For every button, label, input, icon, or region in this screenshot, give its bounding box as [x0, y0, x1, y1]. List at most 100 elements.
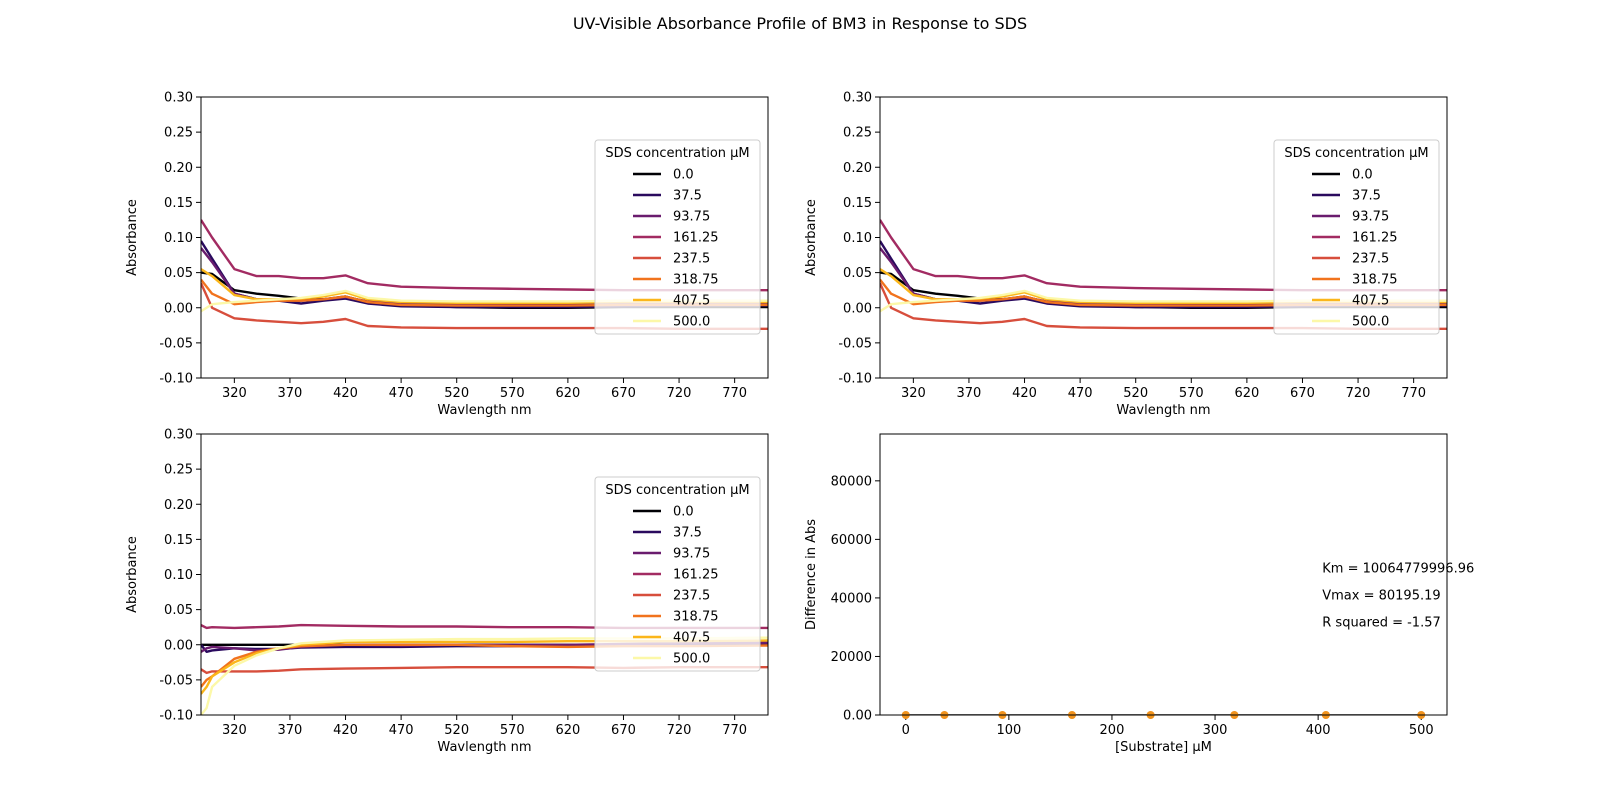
axes-frame: [879, 96, 1448, 379]
legend-entry: 93.75: [1352, 210, 1389, 225]
legend-entry: 318.75: [673, 273, 719, 288]
y-tick-label: 0.30: [164, 428, 193, 443]
x-tick-label: 470: [389, 723, 414, 738]
y-tick-label: 60000: [831, 533, 872, 548]
legend-entry: 237.5: [673, 252, 710, 267]
y-tick-label: 0.10: [164, 568, 193, 583]
x-tick-label: 300: [1203, 723, 1228, 738]
x-tick-label: 770: [722, 723, 747, 738]
panel-bottom-left: 320 370 420 470 520 570 620 670 720 770 -0.10 -0.05…: [125, 428, 769, 755]
legend: SDS concentration µM 0.0 37.5 93.75 161.25 23…: [594, 139, 761, 335]
x-tick-label: 620: [555, 386, 580, 401]
x-tick-label: 470: [389, 386, 414, 401]
y-tick-label: 0.00: [164, 301, 193, 316]
y-tick-label: 0.25: [164, 126, 193, 141]
legend-title: SDS concentration µM: [605, 483, 749, 498]
legend-entry: 407.5: [1352, 294, 1389, 309]
x-tick-label: 100: [996, 723, 1021, 738]
x-tick-label: 570: [500, 723, 525, 738]
x-tick-label: 520: [444, 723, 469, 738]
y-tick-label: 0.30: [164, 91, 193, 106]
legend-entry: 37.5: [673, 526, 702, 541]
y-tick-label: -0.10: [159, 709, 193, 724]
x-tick-label: 670: [611, 386, 636, 401]
legend-entry: 93.75: [673, 547, 710, 562]
x-tick-label: 670: [611, 723, 636, 738]
y-tick-label: 0.00: [843, 709, 872, 724]
legend-entry: 37.5: [1352, 189, 1381, 204]
panel-top-left: 320 370 420 470 520 570 620 670 720 770 -0.10 -0.05…: [125, 91, 769, 418]
y-axis-label: Absorbance: [125, 199, 140, 276]
x-tick-label: 320: [222, 723, 247, 738]
x-tick-label: 470: [1068, 386, 1093, 401]
x-tick-label: 720: [1346, 386, 1371, 401]
panel-bottom-right: 0 100 200 300 400 500 0.00 20000 40000 60000 80000…: [804, 433, 1474, 755]
legend-entry: 407.5: [673, 631, 710, 646]
legend-entry: 161.25: [673, 568, 719, 583]
legend-entry: 161.25: [673, 231, 719, 246]
x-tick-label: 570: [1179, 386, 1204, 401]
x-tick-label: 420: [333, 386, 358, 401]
legend-entry: 0.0: [673, 505, 694, 520]
x-tick-label: 620: [555, 723, 580, 738]
y-tick-label: 20000: [831, 650, 872, 665]
y-tick-label: 0.10: [164, 231, 193, 246]
y-tick-label: -0.10: [838, 372, 872, 387]
y-tick-label: -0.05: [159, 336, 193, 351]
x-tick-label: 520: [444, 386, 469, 401]
fit-annotation: Vmax = 80195.19: [1322, 588, 1440, 603]
x-tick-label: 720: [667, 386, 692, 401]
legend: SDS concentration µM 0.0 37.5 93.75 161.25 23…: [1273, 139, 1440, 335]
x-tick-label: 320: [222, 386, 247, 401]
legend-entry: 407.5: [673, 294, 710, 309]
y-tick-label: 0.20: [164, 161, 193, 176]
y-tick-label: 0.05: [843, 266, 872, 281]
legend-box: [594, 476, 761, 672]
legend-entry: 237.5: [673, 589, 710, 604]
y-tick-label: 0.20: [164, 498, 193, 513]
legend-title: SDS concentration µM: [1284, 146, 1428, 161]
x-tick-label: 770: [722, 386, 747, 401]
x-axis-label: Wavlength nm: [437, 740, 531, 755]
axes-frame: [200, 433, 769, 716]
y-tick-label: -0.10: [159, 372, 193, 387]
x-tick-label: 370: [278, 723, 303, 738]
x-tick-label: 500: [1409, 723, 1434, 738]
y-tick-label: 0.05: [164, 266, 193, 281]
legend-box: [594, 139, 761, 335]
legend-title: SDS concentration µM: [605, 146, 749, 161]
y-tick-label: 0.10: [843, 231, 872, 246]
x-tick-label: 570: [500, 386, 525, 401]
legend-entry: 318.75: [1352, 273, 1398, 288]
x-axis-label: [Substrate] µM: [1115, 740, 1212, 755]
y-tick-label: 0.15: [843, 196, 872, 211]
y-tick-label: 0.05: [164, 603, 193, 618]
legend-entry: 318.75: [673, 610, 719, 625]
x-axis-label: Wavlength nm: [1116, 403, 1210, 418]
x-tick-label: 0: [902, 723, 910, 738]
x-tick-label: 400: [1306, 723, 1331, 738]
y-tick-label: 80000: [831, 474, 872, 489]
y-tick-label: 0.20: [843, 161, 872, 176]
legend: SDS concentration µM 0.0 37.5 93.75 161.25 23…: [594, 476, 761, 672]
y-tick-label: 0.15: [164, 533, 193, 548]
legend-entry: 0.0: [1352, 168, 1373, 183]
y-axis-label: Absorbance: [804, 199, 819, 276]
x-tick-label: 320: [901, 386, 926, 401]
y-tick-label: 0.00: [164, 638, 193, 653]
legend-entry: 500.0: [1352, 315, 1389, 330]
legend-entry: 500.0: [673, 315, 710, 330]
axes-frame: [879, 433, 1448, 716]
legend-entry: 93.75: [673, 210, 710, 225]
x-tick-label: 670: [1290, 386, 1315, 401]
axes-frame: [200, 96, 769, 379]
legend-box: [1273, 139, 1440, 335]
figure-title: UV-Visible Absorbance Profile of BM3 in …: [573, 14, 1027, 33]
x-tick-label: 370: [278, 386, 303, 401]
y-tick-label: -0.05: [838, 336, 872, 351]
legend-entry: 0.0: [673, 168, 694, 183]
y-tick-label: 0.00: [843, 301, 872, 316]
y-tick-label: 0.25: [164, 463, 193, 478]
y-tick-label: 0.25: [843, 126, 872, 141]
